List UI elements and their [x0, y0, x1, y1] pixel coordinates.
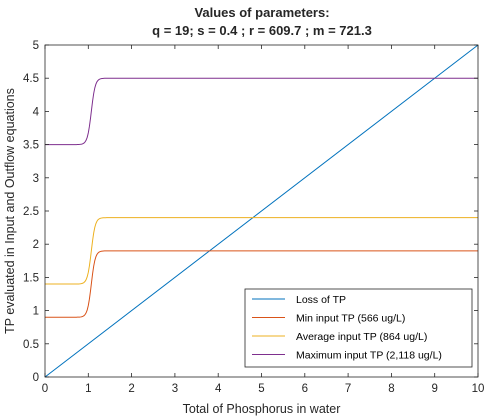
- y-tick-label: 2: [33, 239, 39, 251]
- legend-label-1: Loss of TP: [296, 294, 346, 306]
- x-tick-label: 8: [388, 383, 394, 395]
- y-tick-label: 3.5: [23, 140, 39, 152]
- y-tick-label: 0: [33, 372, 39, 384]
- series-line-3: [45, 217, 478, 285]
- y-axis-label: TP evaluated in Input and Outflow equati…: [3, 88, 17, 334]
- y-axis-ticks: 0 0.5 1 1.5 2 2.5 3 3.5 4 4.5 5: [23, 40, 478, 384]
- series-layer: [44, 44, 479, 378]
- legend-label-2: Min input TP (566 ug/L): [296, 313, 405, 325]
- y-tick-label: 4.5: [23, 73, 39, 85]
- chart-subtitle: q = 19; s = 0.4 ; r = 609.7 ; m = 721.3: [152, 23, 372, 38]
- x-tick-label: 3: [172, 383, 178, 395]
- y-tick-label: 3: [33, 173, 39, 185]
- x-tick-label: 4: [215, 383, 222, 395]
- y-tick-label: 5: [33, 40, 39, 52]
- x-tick-label: 1: [85, 383, 91, 395]
- y-tick-label: 0.5: [23, 339, 39, 351]
- y-tick-label: 1: [33, 306, 39, 318]
- chart-title: Values of parameters:: [194, 5, 329, 20]
- series-line-2: [45, 250, 478, 318]
- x-axis-ticks: 0 1 2 3 4 5 6 7 8 9 10: [42, 45, 485, 395]
- y-tick-label: 4: [33, 106, 40, 118]
- series-line-1: [44, 44, 479, 378]
- x-tick-label: 10: [472, 383, 485, 395]
- legend-entries: Loss of TP Min input TP (566 ug/L) Average…: [252, 294, 442, 362]
- legend-label-4: Maximum input TP (2,118 ug/L): [296, 350, 442, 362]
- x-tick-label: 6: [302, 383, 308, 395]
- x-tick-label: 9: [431, 383, 437, 395]
- x-tick-label: 7: [345, 383, 351, 395]
- x-axis-label: Total of Phosphorus in water: [183, 402, 341, 416]
- legend-label-3: Average input TP (864 ug/L): [296, 331, 427, 343]
- x-tick-label: 0: [42, 383, 48, 395]
- legend: Loss of TP Min input TP (566 ug/L) Average…: [244, 288, 473, 368]
- x-tick-label: 2: [128, 383, 134, 395]
- series-line-4: [45, 77, 478, 146]
- x-tick-label: 5: [258, 383, 264, 395]
- y-tick-label: 2.5: [23, 206, 39, 218]
- y-tick-label: 1.5: [23, 272, 39, 284]
